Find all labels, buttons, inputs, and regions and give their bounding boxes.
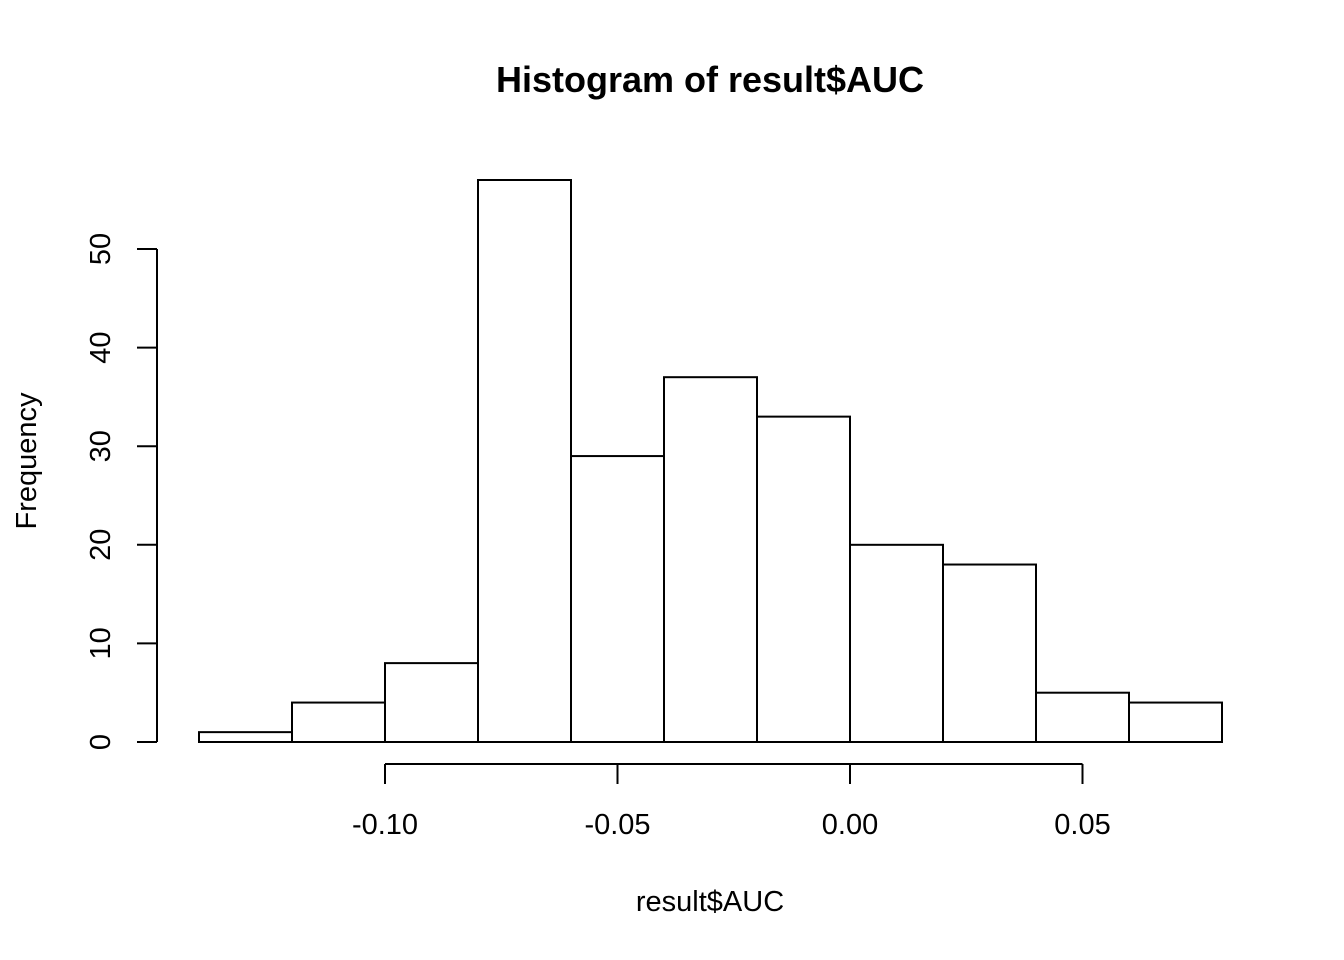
x-axis-label: result$AUC: [636, 886, 784, 918]
y-tick-label: 40: [85, 331, 117, 363]
histogram-bar: [849, 543, 944, 743]
histogram-bar: [198, 731, 293, 744]
y-axis: 0 10 20 30 40 50: [85, 233, 158, 750]
y-axis-label: Frequency: [11, 392, 43, 530]
y-tick-label: 10: [85, 627, 117, 659]
histogram-bar: [477, 179, 572, 743]
histogram-bar: [291, 701, 386, 743]
x-tick-label: -0.05: [584, 809, 650, 841]
y-tick-label: 50: [85, 233, 117, 265]
histogram-bar: [384, 662, 479, 743]
histogram-bar: [1128, 701, 1223, 743]
histogram-bar: [942, 563, 1037, 744]
y-tick-label: 30: [85, 430, 117, 462]
y-tick-label: 20: [85, 529, 117, 561]
histogram-bar: [663, 376, 758, 743]
x-tick-label: 0.05: [1054, 809, 1110, 841]
bars-group: [198, 179, 1223, 744]
chart-title: Histogram of result$AUC: [496, 59, 924, 100]
y-tick-label: 0: [85, 734, 117, 750]
histogram-bar: [1035, 691, 1130, 744]
histogram-bar: [756, 415, 851, 743]
x-tick-label: 0.00: [822, 809, 878, 841]
histogram-bar: [570, 455, 665, 743]
x-axis: -0.10 -0.05 0.00 0.05: [352, 763, 1111, 841]
x-tick-label: -0.10: [352, 809, 418, 841]
